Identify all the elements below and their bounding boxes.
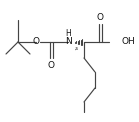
- Text: N: N: [65, 37, 71, 46]
- Text: O: O: [96, 12, 104, 21]
- Text: H: H: [65, 29, 71, 37]
- Text: OH: OH: [121, 37, 135, 46]
- Text: O: O: [48, 61, 54, 71]
- Text: O: O: [33, 37, 39, 46]
- Text: ,s: ,s: [75, 46, 79, 51]
